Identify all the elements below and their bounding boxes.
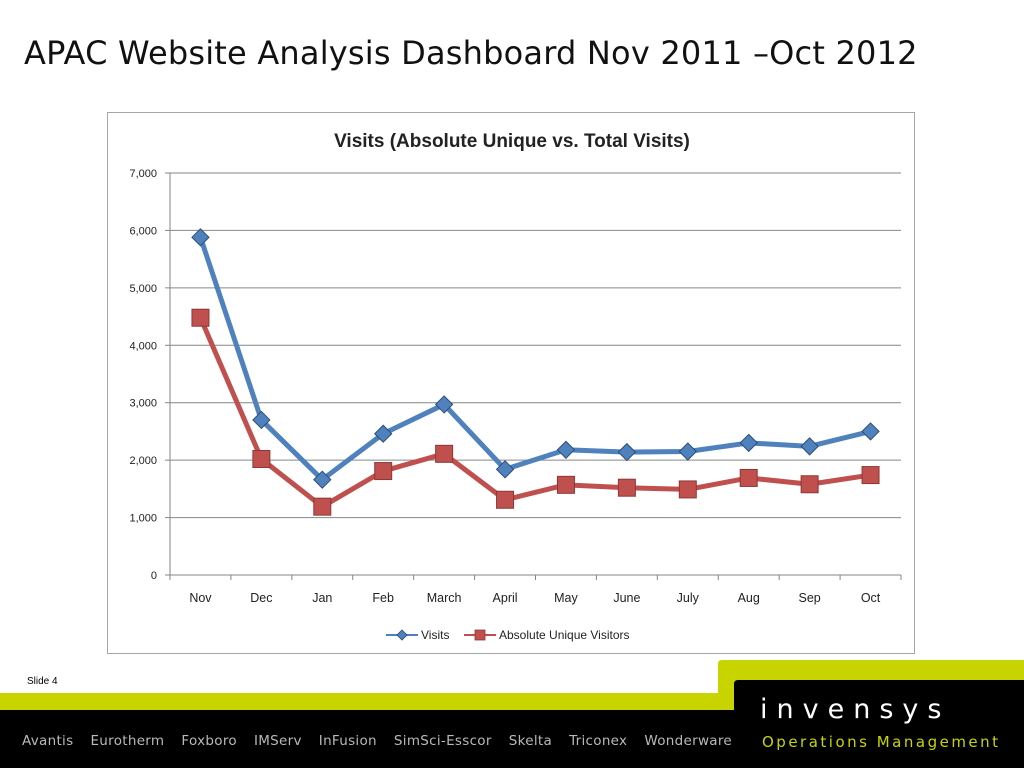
- x-tick-label: Feb: [372, 591, 394, 605]
- data-point-marker: [678, 442, 697, 461]
- logo-tagline: Operations Management: [762, 733, 1001, 751]
- company-logo: invensys: [760, 694, 951, 725]
- data-point-marker: [252, 410, 271, 430]
- data-point-marker: [374, 462, 393, 481]
- axes: 0 1,000 2,000 3,000 4,000 5,000 6,000 7,000 Nov D…: [129, 168, 902, 605]
- data-point-marker: [495, 460, 515, 479]
- y-tick-label: 1,000: [129, 513, 157, 525]
- data-point-marker: [800, 437, 819, 456]
- brand-item: Eurotherm: [90, 733, 165, 749]
- y-tick-label: 0: [151, 570, 157, 582]
- data-point-marker: [617, 442, 637, 462]
- slide-title: APAC Website Analysis Dashboard Nov 2011…: [24, 34, 918, 72]
- footer-band: [0, 660, 1024, 768]
- brand-item: Foxboro: [181, 733, 237, 749]
- brand-item: Avantis: [22, 733, 74, 749]
- x-tick-label: Nov: [189, 591, 212, 605]
- chart-title: Visits (Absolute Unique vs. Total Visits…: [334, 131, 690, 152]
- x-tick-label: July: [677, 591, 700, 605]
- data-point-marker: [191, 228, 210, 247]
- brand-list: Avantis Eurotherm Foxboro IMServ InFusio…: [22, 733, 732, 749]
- x-tick-label: Oct: [861, 591, 881, 605]
- brand-item: Wonderware: [644, 733, 733, 749]
- brand-item: Skelta: [508, 733, 553, 749]
- brand-item: SimSci-Esscor: [393, 733, 492, 749]
- data-point-marker: [861, 422, 880, 441]
- y-tick-label: 4,000: [129, 340, 157, 352]
- data-point-marker: [861, 466, 880, 485]
- legend-label: Visits: [421, 628, 449, 642]
- x-tick-label: April: [493, 591, 518, 605]
- legend-marker: [474, 629, 486, 641]
- x-tick-label: Dec: [250, 591, 272, 605]
- brand-item: IMServ: [253, 733, 302, 749]
- brand-item: Triconex: [569, 733, 628, 749]
- data-point-marker: [556, 440, 576, 460]
- legend-label: Absolute Unique Visitors: [499, 628, 630, 642]
- y-tick-label: 3,000: [129, 398, 157, 410]
- line-chart: Visits (Absolute Unique vs. Total Visits…: [129, 131, 902, 642]
- data-point-marker: [617, 478, 636, 497]
- x-tick-label: Aug: [738, 591, 760, 605]
- data-point-marker: [496, 490, 515, 509]
- data-point-marker: [800, 475, 819, 494]
- legend-marker: [396, 629, 408, 641]
- footer-black-band: [0, 680, 1024, 768]
- brand-item: InFusion: [318, 733, 377, 749]
- data-point-marker: [374, 424, 393, 443]
- y-tick-label: 2,000: [129, 455, 157, 467]
- data-point-marker: [313, 497, 332, 516]
- x-tick-label: March: [427, 591, 462, 605]
- data-point-marker: [434, 395, 454, 414]
- series-line: [197, 234, 874, 483]
- x-tick-label: Jan: [312, 591, 332, 605]
- data-point-marker: [739, 433, 758, 453]
- data-point-marker: [313, 470, 332, 489]
- x-tick-label: May: [554, 591, 578, 605]
- y-tick-label: 6,000: [129, 225, 157, 237]
- chart-container: Visits (Absolute Unique vs. Total Visits…: [107, 112, 915, 654]
- data-point-marker: [191, 308, 210, 327]
- gridlines: [170, 172, 901, 519]
- data-point-marker: [556, 475, 575, 494]
- series-layer: [191, 228, 880, 516]
- chart-legend: Visits Absolute Unique Visitors: [386, 628, 630, 642]
- y-tick-label: 7,000: [129, 168, 157, 180]
- x-tick-label: June: [613, 591, 640, 605]
- data-point-marker: [435, 444, 454, 463]
- data-point-marker: [678, 480, 697, 499]
- series-line: [197, 315, 874, 510]
- x-tick-label: Sep: [799, 591, 821, 605]
- slide-number: Slide 4: [27, 676, 58, 687]
- data-point-marker: [739, 468, 758, 487]
- data-point-marker: [252, 449, 271, 468]
- y-tick-label: 5,000: [129, 283, 157, 295]
